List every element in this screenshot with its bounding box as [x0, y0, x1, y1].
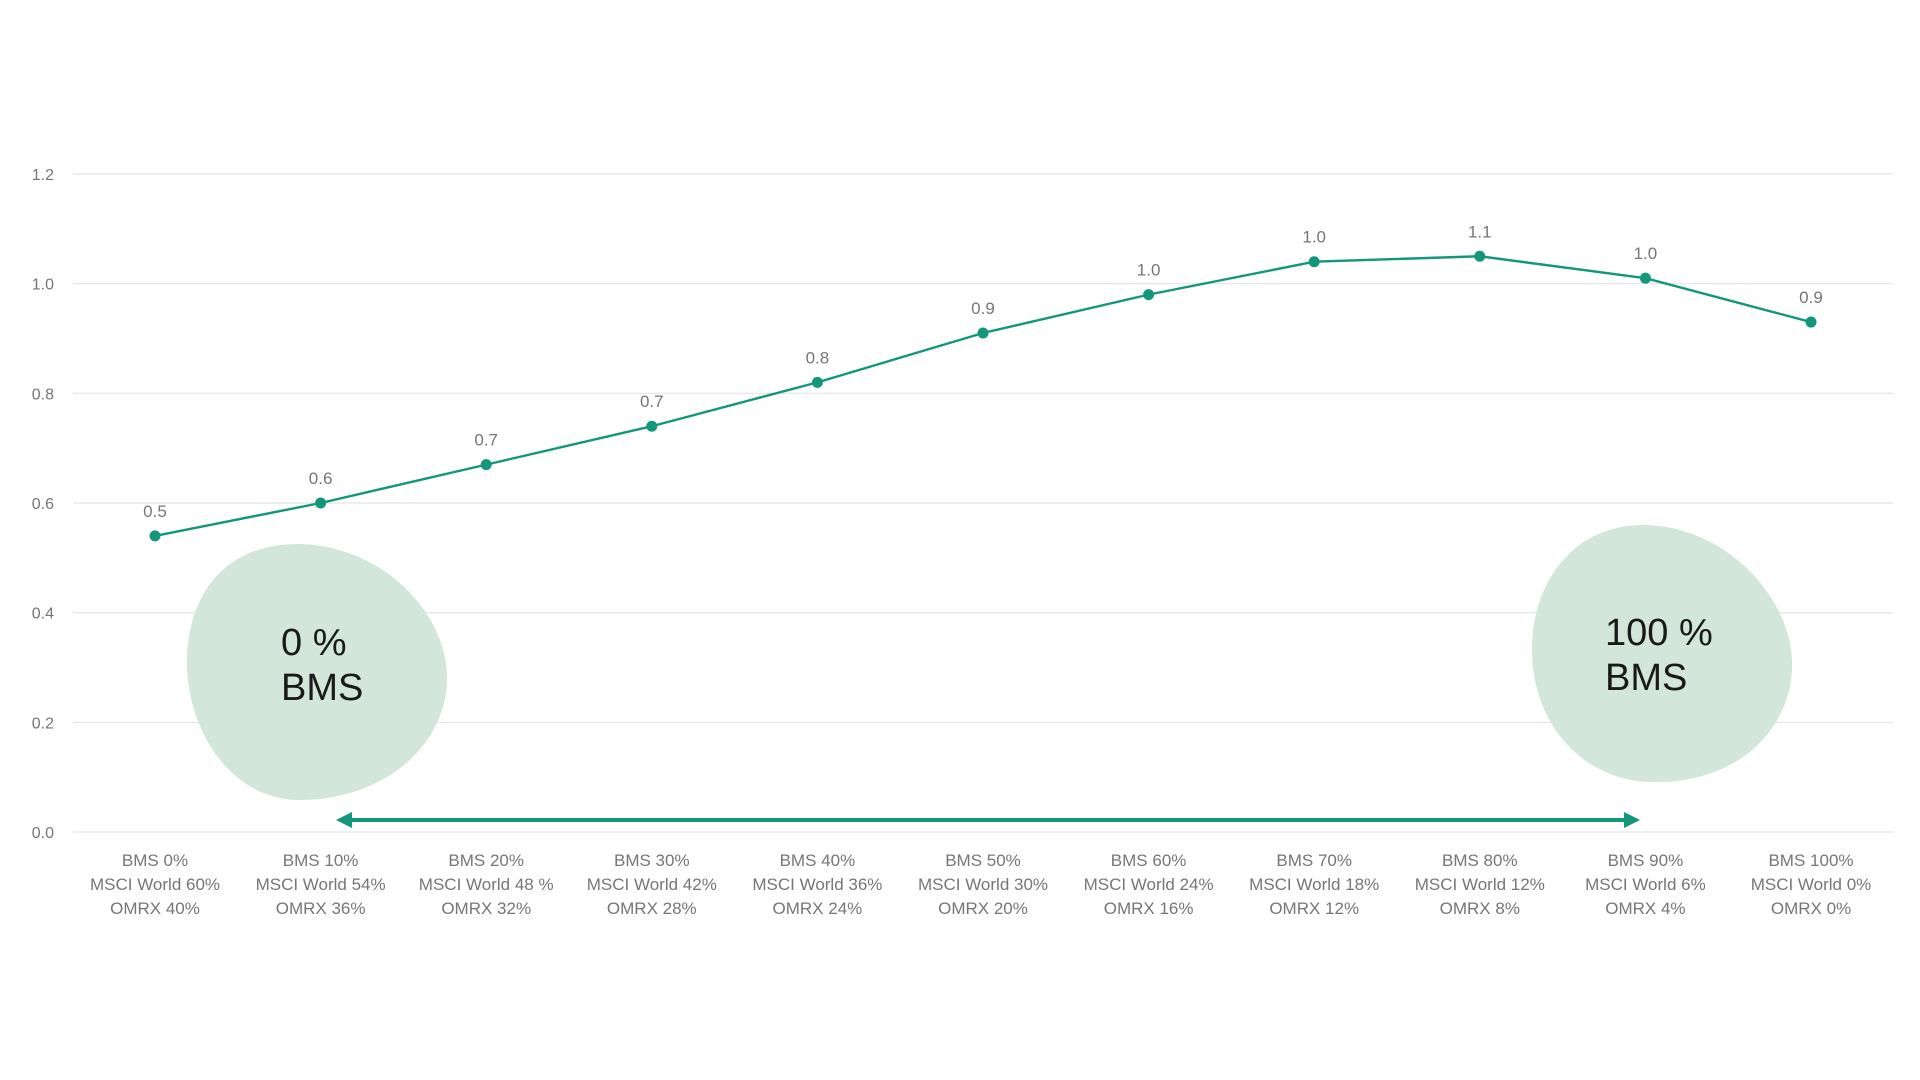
- data-label: 1.0: [1634, 244, 1658, 263]
- data-label: 0.8: [806, 348, 830, 367]
- x-category-label: BMS 20%: [448, 851, 524, 870]
- y-axis-tick-labels: 0.0 0.2 0.4 0.6 0.8 1.0 1.2: [32, 167, 54, 842]
- x-category-label: OMRX 12%: [1269, 899, 1359, 918]
- y-tick-label: 0.4: [32, 606, 54, 623]
- x-category-label: MSCI World 6%: [1585, 875, 1706, 894]
- x-axis-category-labels: BMS 0% MSCI World 60% OMRX 40% BMS 10% MSCI …: [90, 851, 1871, 918]
- data-point: [315, 497, 327, 509]
- data-point: [1474, 250, 1486, 262]
- x-category-label: BMS 60%: [1111, 851, 1187, 870]
- data-label: 0.5: [143, 502, 167, 521]
- x-category-label: OMRX 8%: [1440, 899, 1520, 918]
- x-category-label: MSCI World 12%: [1415, 875, 1545, 894]
- y-tick-label: 1.0: [32, 277, 54, 294]
- data-labels: 0.5 0.6 0.7 0.7 0.8 0.9 1.0 1.0 1.1 1.0 0.9: [143, 222, 1823, 521]
- x-category-label: MSCI World 42%: [587, 875, 717, 894]
- left-blob-line1: 0 %: [281, 622, 346, 664]
- series-points: [149, 250, 1817, 542]
- range-arrow-left-head: [336, 812, 352, 828]
- x-category-label: MSCI World 0%: [1751, 875, 1872, 894]
- data-point: [480, 459, 492, 471]
- x-category-label: MSCI World 30%: [918, 875, 1048, 894]
- data-point: [1143, 289, 1155, 301]
- data-point: [149, 530, 161, 542]
- x-category-label: BMS 80%: [1442, 851, 1518, 870]
- x-category-label: MSCI World 48 %: [419, 875, 554, 894]
- x-category-label: BMS 100%: [1768, 851, 1853, 870]
- x-category-label: BMS 0%: [122, 851, 188, 870]
- x-category-label: MSCI World 54%: [256, 875, 386, 894]
- x-category-label: OMRX 16%: [1104, 899, 1194, 918]
- x-category-label: MSCI World 60%: [90, 875, 220, 894]
- x-category-label: OMRX 36%: [276, 899, 366, 918]
- data-label: 1.0: [1137, 261, 1161, 280]
- data-label: 0.9: [1799, 288, 1823, 307]
- x-category-label: BMS 90%: [1608, 851, 1684, 870]
- range-arrow-right-head: [1624, 812, 1640, 828]
- data-label: 1.0: [1302, 228, 1326, 247]
- data-point: [646, 420, 658, 432]
- x-category-label: OMRX 20%: [938, 899, 1028, 918]
- data-point: [811, 376, 823, 388]
- x-category-label: MSCI World 18%: [1249, 875, 1379, 894]
- left-blob-line2: BMS: [281, 667, 363, 709]
- x-category-label: MSCI World 24%: [1084, 875, 1214, 894]
- right-blob-line2: BMS: [1605, 657, 1687, 699]
- y-tick-label: 0.0: [32, 825, 54, 842]
- data-label: 0.6: [309, 469, 333, 488]
- data-point: [977, 327, 989, 339]
- data-label: 0.7: [640, 392, 664, 411]
- x-category-label: BMS 30%: [614, 851, 690, 870]
- data-point: [1308, 256, 1320, 268]
- x-category-label: OMRX 28%: [607, 899, 697, 918]
- data-point: [1805, 316, 1817, 328]
- y-tick-label: 1.2: [32, 167, 54, 184]
- x-category-label: BMS 40%: [780, 851, 856, 870]
- y-tick-label: 0.2: [32, 715, 54, 732]
- y-tick-label: 0.6: [32, 496, 54, 513]
- left-highlight-blob: [186, 543, 448, 800]
- x-category-label: OMRX 4%: [1605, 899, 1685, 918]
- x-category-label: OMRX 0%: [1771, 899, 1851, 918]
- data-label: 0.9: [971, 299, 995, 318]
- data-label: 1.1: [1468, 222, 1492, 241]
- right-blob-line1: 100 %: [1605, 612, 1713, 654]
- x-category-label: BMS 10%: [283, 851, 359, 870]
- x-category-label: MSCI World 36%: [752, 875, 882, 894]
- x-category-label: OMRX 24%: [773, 899, 863, 918]
- x-category-label: BMS 50%: [945, 851, 1021, 870]
- y-tick-label: 0.8: [32, 386, 54, 403]
- x-category-label: OMRX 40%: [110, 899, 200, 918]
- x-category-label: BMS 70%: [1276, 851, 1352, 870]
- data-label: 0.7: [474, 431, 498, 450]
- right-highlight-blob: [1531, 524, 1793, 783]
- x-category-label: OMRX 32%: [441, 899, 531, 918]
- data-point: [1639, 272, 1651, 284]
